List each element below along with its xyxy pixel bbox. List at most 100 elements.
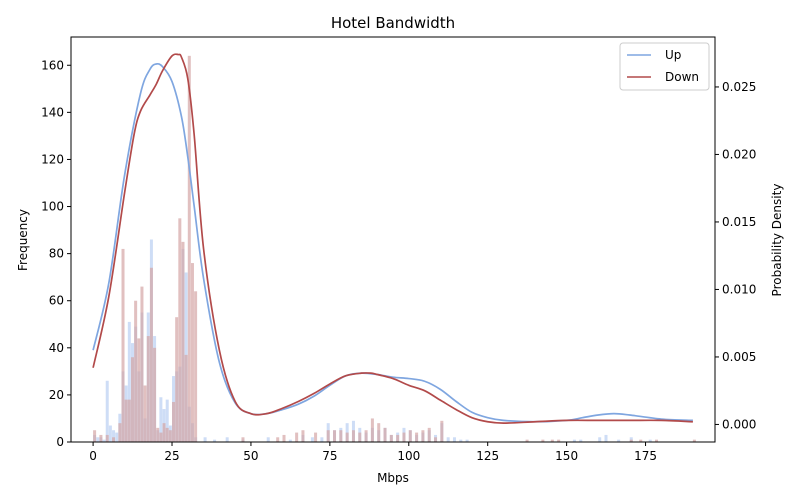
- histogram-bar-down: [124, 399, 128, 442]
- histogram-bar-down: [127, 399, 131, 442]
- histogram-bar-up: [459, 439, 463, 442]
- histogram-bar-up: [102, 439, 106, 442]
- y2-tick-label: 0.000: [722, 417, 756, 431]
- histogram-bar-down: [187, 55, 191, 443]
- histogram-bar-up: [320, 437, 324, 442]
- y-tick-label: 20: [49, 388, 64, 402]
- histogram-bar-up: [105, 380, 109, 442]
- x-axis-title: Mbps: [377, 471, 409, 485]
- histogram-bar-down: [105, 434, 109, 442]
- histogram-bar-down: [130, 357, 134, 442]
- y2-tick-label: 0.010: [722, 282, 756, 296]
- histogram-bar-up: [310, 437, 314, 442]
- histogram-bar-down: [194, 291, 198, 442]
- histogram-bar-down: [93, 430, 97, 442]
- histogram-bar-down: [434, 437, 438, 442]
- histogram-bar-down: [149, 267, 153, 442]
- histogram-bar-up: [579, 439, 583, 442]
- x-tick-label: 50: [243, 449, 258, 463]
- histogram-bar-up: [617, 439, 621, 442]
- y-axis-title: Frequency: [16, 209, 30, 271]
- y2-tick-label: 0.020: [722, 147, 756, 161]
- histogram-bar-up: [465, 439, 469, 442]
- x-tick-label: 25: [164, 449, 179, 463]
- histogram-bar-up: [598, 437, 602, 442]
- histogram-bar-down: [153, 347, 157, 442]
- histogram-bar-down: [402, 432, 406, 442]
- histogram-bar-down: [333, 430, 337, 442]
- histogram-bar-up: [452, 437, 456, 442]
- histogram-bar-up: [446, 437, 450, 442]
- x-axis-ticks: 0 25 50 75 100 125 150 175: [89, 442, 657, 463]
- legend-label-up: Up: [665, 48, 681, 62]
- x-tick-label: 175: [634, 449, 657, 463]
- histogram-bar-down: [351, 430, 355, 442]
- histogram-bar-down: [143, 385, 147, 442]
- legend-label-down: Down: [665, 70, 699, 84]
- plot-frame: [70, 36, 716, 443]
- histogram-bar-down: [421, 430, 425, 442]
- x-tick-label: 150: [555, 449, 578, 463]
- histogram-bar-down: [276, 437, 280, 442]
- histogram-bar-down: [134, 300, 138, 442]
- histogram-bar-down: [408, 430, 412, 442]
- y-tick-label: 60: [49, 294, 64, 308]
- histogram-bar-up: [604, 434, 608, 442]
- histogram-bar-down: [175, 317, 179, 442]
- histogram-bar-down: [655, 439, 659, 442]
- x-tick-label: 0: [89, 449, 97, 463]
- histogram-bar-down: [295, 432, 299, 442]
- y2-axis-ticks: 0.000 0.005 0.010 0.015 0.020 0.025: [715, 80, 756, 431]
- y-tick-label: 100: [41, 200, 64, 214]
- histogram-bar-down: [415, 432, 419, 442]
- y-tick-label: 80: [49, 247, 64, 261]
- histogram-bar-up: [108, 425, 112, 442]
- y2-axis-title: Probability Density: [770, 184, 784, 297]
- histogram-bar-down: [541, 439, 545, 442]
- histogram-bar-up: [629, 437, 633, 442]
- histogram-bar-up: [115, 432, 119, 442]
- histogram-bar-up: [225, 437, 229, 442]
- y-tick-label: 0: [56, 435, 64, 449]
- y-axis-ticks: 0 20 40 60 80 100 120 140 160: [41, 58, 71, 449]
- histogram-bar-up: [572, 439, 576, 442]
- histogram-bar-down: [557, 439, 561, 442]
- histogram-bar-up: [213, 439, 217, 442]
- y-tick-label: 120: [41, 152, 64, 166]
- histogram-bar-down: [118, 423, 122, 442]
- histogram-bar-up: [266, 437, 270, 442]
- histogram-bar-down: [159, 432, 163, 442]
- histogram-bars: [93, 55, 696, 443]
- histogram-bar-up: [159, 397, 163, 442]
- histogram-bar-down: [396, 434, 400, 442]
- histogram-bar-down: [301, 430, 305, 442]
- histogram-bar-down: [112, 437, 116, 442]
- histogram-bar-up: [127, 321, 131, 442]
- histogram-bar-down: [358, 432, 362, 442]
- legend: Up Down: [619, 42, 710, 91]
- histogram-bar-down: [162, 423, 166, 442]
- density-curves: [92, 53, 693, 424]
- histogram-bar-up: [648, 439, 652, 442]
- histogram-bar-down: [282, 434, 286, 442]
- histogram-bar-up: [203, 437, 207, 442]
- histogram-bar-down: [383, 427, 387, 442]
- histogram-bar-down: [389, 434, 393, 442]
- histogram-bar-down: [190, 263, 194, 442]
- histogram-bar-down: [184, 354, 188, 442]
- histogram-bar-down: [440, 420, 444, 442]
- histogram-bar-down: [427, 427, 431, 442]
- x-tick-label: 125: [476, 449, 499, 463]
- histogram-bar-up: [165, 399, 169, 442]
- histogram-bar-down: [99, 434, 103, 442]
- histogram-bar-down: [364, 430, 368, 442]
- histogram-bar-down: [241, 437, 245, 442]
- y-tick-label: 160: [41, 58, 64, 72]
- histogram-bar-down: [525, 439, 529, 442]
- y-tick-label: 140: [41, 105, 64, 119]
- y2-tick-label: 0.015: [722, 215, 756, 229]
- histogram-bar-down: [345, 432, 349, 442]
- histogram-bar-up: [96, 437, 100, 442]
- histogram-bar-down: [377, 423, 381, 442]
- histogram-bar-down: [172, 401, 176, 442]
